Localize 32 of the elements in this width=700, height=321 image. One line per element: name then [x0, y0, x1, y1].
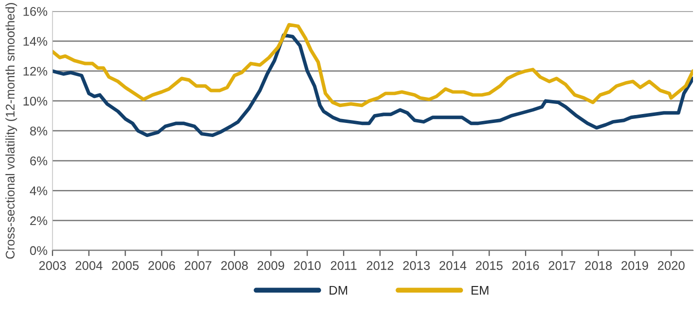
- x-tick-label: 2019: [622, 261, 648, 270]
- x-tick-label: 2008: [221, 261, 248, 270]
- y-tick-label: 0%: [30, 246, 48, 256]
- x-tick-label: 2007: [184, 261, 212, 270]
- y-axis-title: Cross-sectional volatility (12-month smoothed): [5, 3, 18, 259]
- x-tick-label: 2009: [258, 261, 284, 270]
- x-tick-label: 2004: [76, 261, 102, 270]
- x-tick-label: 2020: [658, 261, 685, 270]
- y-tick-label: 12%: [24, 66, 48, 76]
- x-tick-label: 2017: [548, 261, 576, 270]
- x-tick-label: 2013: [403, 261, 430, 270]
- x-tick-label: 2014: [440, 261, 466, 270]
- x-tick-label: 2011: [330, 261, 356, 270]
- x-tick-label: 2005: [112, 261, 139, 270]
- x-tick-label: 2006: [148, 261, 176, 270]
- y-tick-label: 4%: [30, 186, 48, 196]
- x-tick-label: 2016: [512, 261, 539, 270]
- x-tick-label: 2012: [366, 261, 394, 270]
- x-tick-label: 2015: [476, 261, 503, 270]
- y-tick-label: 14%: [24, 36, 48, 46]
- y-tick-label: 8%: [30, 126, 48, 136]
- y-tick-label: 2%: [30, 216, 48, 226]
- x-tick-label: 2003: [39, 261, 66, 270]
- legend-label: DM: [330, 286, 348, 295]
- legend-label: EM: [472, 286, 488, 295]
- line-series: [52, 22, 693, 108]
- y-tick-label: 16%: [24, 7, 48, 16]
- y-tick-label: 6%: [30, 156, 48, 166]
- x-tick-label: 2010: [294, 261, 321, 270]
- y-tick-label: 10%: [24, 96, 48, 106]
- x-tick-label: 2018: [585, 261, 612, 270]
- line-series: [52, 33, 693, 138]
